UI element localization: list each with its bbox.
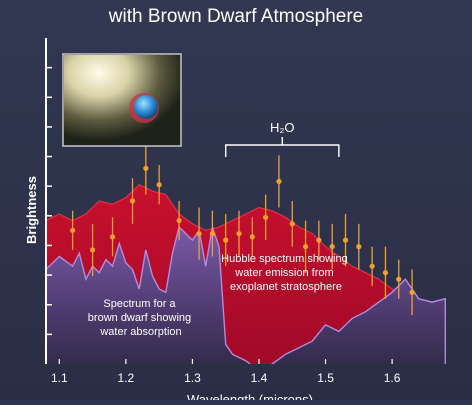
data-point (143, 165, 149, 171)
x-tick-label: 1.5 (317, 371, 334, 385)
brown-dwarf-spectrum-area (46, 225, 446, 364)
chart-title: with Brown Dwarf Atmosphere (108, 6, 364, 27)
x-ticks: 1.1 1.2 1.3 1.4 1.5 1.6 (51, 359, 401, 385)
hubble-annotation-line: water emission from (234, 267, 333, 279)
y-ticks (46, 66, 52, 336)
data-point (109, 234, 116, 240)
data-point (342, 237, 349, 243)
x-axis-label: Wavelength (microns) (187, 392, 313, 400)
data-points (70, 142, 415, 316)
data-point (209, 231, 215, 237)
hubble-annotation: Hubble spectrum showing water emission f… (221, 253, 351, 293)
x-tick-label: 1.2 (118, 371, 135, 385)
x-tick-label: 1.1 (51, 371, 68, 385)
data-point (223, 237, 229, 243)
brown-dwarf-annotation: Spectrum for a brown dwarf showing water… (88, 298, 194, 338)
data-point (396, 276, 402, 282)
brown-dwarf-annotation-line: brown dwarf showing (88, 312, 191, 324)
data-point (263, 214, 269, 220)
data-point (302, 244, 309, 250)
data-point (356, 244, 362, 250)
h2o-bracket-line (225, 137, 340, 157)
x-tick-label: 1.6 (384, 371, 401, 385)
data-point (236, 231, 242, 237)
data-point (382, 270, 389, 276)
h2o-bracket: H₂O (225, 120, 340, 157)
data-point (156, 182, 162, 188)
data-point (89, 247, 96, 253)
hubble-annotation-line: Hubble spectrum showing (221, 253, 348, 265)
planet (134, 95, 158, 119)
data-point (176, 217, 182, 224)
data-point (196, 231, 202, 237)
data-point (316, 237, 322, 243)
h2o-label: H₂O (270, 120, 295, 135)
data-point (70, 227, 76, 233)
data-point (276, 178, 282, 185)
data-point (329, 244, 335, 250)
planet-near-star-icon (62, 53, 182, 147)
data-point (409, 289, 415, 295)
hubble-annotation-line: exoplanet stratosphere (230, 281, 342, 293)
x-tick-label: 1.4 (251, 371, 268, 385)
data-point (129, 198, 136, 204)
brown-dwarf-annotation-line: Spectrum for a (103, 298, 176, 310)
data-point (289, 221, 295, 227)
data-point (249, 234, 255, 240)
x-tick-label: 1.3 (184, 371, 201, 385)
data-point (369, 263, 375, 269)
plot-area (46, 142, 446, 364)
star-glow (64, 55, 180, 145)
brown-dwarf-annotation-line: water absorption (99, 326, 181, 338)
y-axis-label: Brightness (24, 176, 39, 244)
